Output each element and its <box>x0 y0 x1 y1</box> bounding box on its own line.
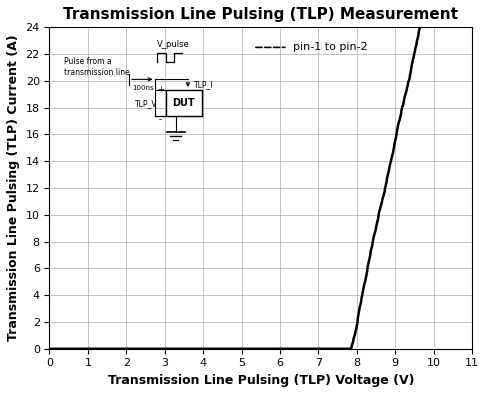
X-axis label: Transmission Line Pulsing (TLP) Voltage (V): Transmission Line Pulsing (TLP) Voltage … <box>107 374 414 387</box>
Title: Transmission Line Pulsing (TLP) Measurement: Transmission Line Pulsing (TLP) Measurem… <box>63 7 458 22</box>
Text: pin-1 to pin-2: pin-1 to pin-2 <box>294 43 368 52</box>
Y-axis label: Transmission Line Pulsing (TLP) Current (A): Transmission Line Pulsing (TLP) Current … <box>7 35 20 341</box>
